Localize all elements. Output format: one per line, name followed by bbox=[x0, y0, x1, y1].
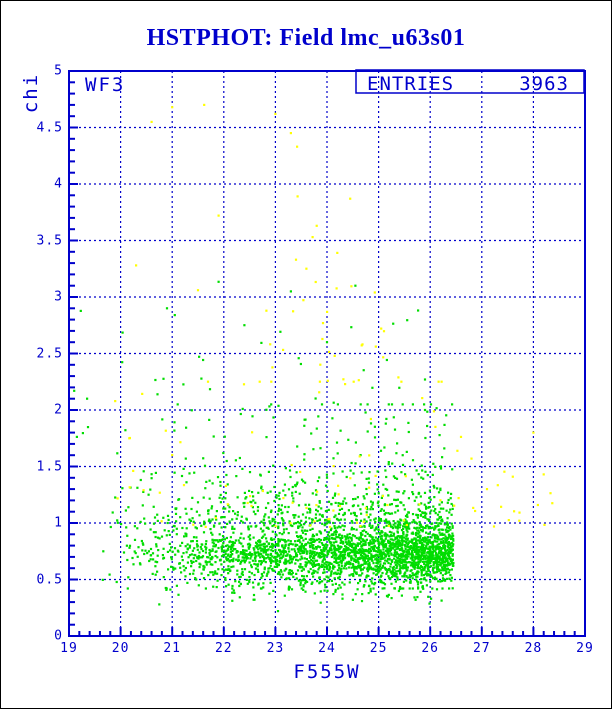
x-tick-label: 29 bbox=[576, 641, 594, 656]
y-tick-label: 0.5 bbox=[36, 572, 63, 587]
x-tick-label: 26 bbox=[421, 641, 440, 656]
plot-frame bbox=[68, 70, 586, 637]
entries-box-label: ENTRIES bbox=[367, 73, 455, 95]
x-tick-label: 20 bbox=[111, 641, 130, 656]
scatter-points-stars-good bbox=[73, 280, 455, 613]
x-tick-label: 27 bbox=[472, 641, 491, 656]
entries-box-value: 3963 bbox=[519, 73, 569, 95]
y-tick-label: 5 bbox=[54, 63, 63, 79]
y-axis-label: chi bbox=[20, 72, 42, 114]
y-tick-label: 3 bbox=[54, 289, 63, 305]
x-axis-label: F555W bbox=[293, 661, 361, 683]
y-tick-label: 4.5 bbox=[36, 120, 63, 135]
x-tick-label: 25 bbox=[369, 641, 388, 656]
y-tick-label: 1 bbox=[54, 515, 63, 531]
y-tick-label: 2.5 bbox=[36, 346, 63, 361]
x-tick-label: 23 bbox=[266, 641, 285, 656]
y-tick-label: 0 bbox=[54, 628, 63, 644]
page-title: HSTPHOT: Field lmc_u63s01 bbox=[146, 25, 466, 51]
entries-box bbox=[355, 69, 585, 94]
y-tick-label: 2 bbox=[54, 402, 63, 418]
x-tick-label: 24 bbox=[318, 641, 336, 656]
detector-label: WF3 bbox=[85, 74, 126, 96]
x-tick-label: 19 bbox=[60, 641, 78, 656]
x-tick-label: 22 bbox=[214, 641, 233, 656]
scatter-points-stars-flagged bbox=[114, 103, 554, 529]
y-tick-label: 3.5 bbox=[36, 233, 63, 248]
y-tick-label: 1.5 bbox=[36, 459, 63, 474]
x-tick-label: 28 bbox=[524, 641, 543, 656]
x-tick-label: 21 bbox=[163, 641, 182, 656]
y-tick-label: 4 bbox=[54, 176, 63, 192]
